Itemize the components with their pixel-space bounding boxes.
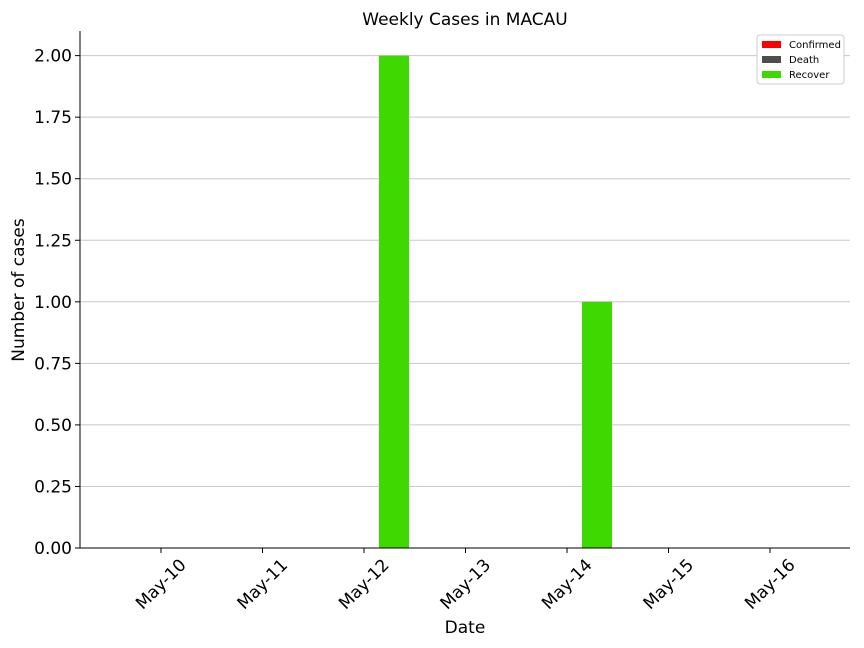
y-tick-label: 1.25 bbox=[34, 231, 72, 251]
legend-swatch-death bbox=[762, 56, 781, 63]
y-tick-label: 1.75 bbox=[34, 108, 72, 128]
y-tick-label: 0.75 bbox=[34, 354, 72, 374]
legend: Confirmed Death Recover bbox=[756, 34, 845, 85]
grid bbox=[80, 55, 850, 487]
x-tick-label: May-16 bbox=[741, 555, 799, 613]
y-tick-label: 1.50 bbox=[34, 170, 72, 190]
y-axis-label: Number of cases bbox=[9, 218, 29, 362]
chart-title: Weekly Cases in MACAU bbox=[362, 10, 567, 30]
x-tick-label: May-14 bbox=[538, 555, 596, 613]
y-tick-label: 0.00 bbox=[34, 539, 72, 559]
x-tick-label: May-12 bbox=[335, 555, 393, 613]
x-tick-label: May-13 bbox=[437, 555, 495, 613]
x-axis-label: Date bbox=[445, 618, 486, 638]
x-ticks: May-10 May-11 May-12 May-13 May-14 May-15 May-… bbox=[132, 548, 800, 614]
y-tick-label: 2.00 bbox=[34, 47, 72, 67]
y-tick-label: 0.50 bbox=[34, 416, 72, 436]
x-tick-label: May-15 bbox=[640, 555, 698, 613]
bar-recover bbox=[582, 301, 612, 548]
legend-label-recover: Recover bbox=[789, 70, 830, 81]
legend-label-death: Death bbox=[789, 55, 819, 66]
bar-recover bbox=[379, 55, 409, 548]
x-tick-label: May-11 bbox=[234, 555, 292, 613]
legend-swatch-confirmed bbox=[762, 41, 781, 48]
x-tick-label: May-10 bbox=[132, 555, 190, 613]
y-tick-label: 0.25 bbox=[34, 477, 72, 497]
legend-swatch-recover bbox=[762, 71, 781, 78]
bars bbox=[379, 55, 612, 548]
y-tick-label: 1.00 bbox=[34, 293, 72, 313]
y-ticks: 0.00 0.25 0.50 0.75 1.00 1.25 1.50 1.75 2.00 bbox=[34, 47, 80, 559]
legend-label-confirmed: Confirmed bbox=[789, 40, 841, 51]
